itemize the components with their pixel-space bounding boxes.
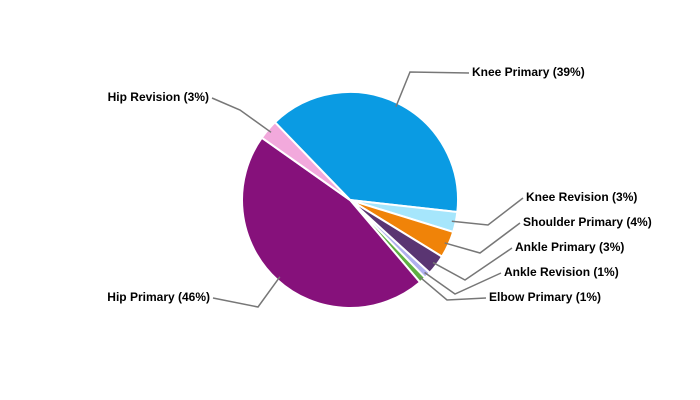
- slice-label: Ankle Primary (3%): [515, 240, 624, 254]
- slice-label: Knee Primary (39%): [472, 65, 585, 79]
- leader-line: [395, 71, 470, 107]
- leader-line: [212, 276, 281, 308]
- slice-label: Elbow Primary (1%): [489, 290, 601, 304]
- leader-line: [419, 276, 487, 301]
- slice-label: Hip Primary (46%): [107, 290, 210, 304]
- slice-label: Knee Revision (3%): [526, 190, 637, 204]
- slice-label: Hip Revision (3%): [108, 90, 209, 104]
- leader-line: [424, 271, 502, 295]
- leader-line: [444, 222, 521, 254]
- leader-line: [451, 197, 524, 226]
- leader-line: [211, 97, 272, 133]
- slice-label: Shoulder Primary (4%): [523, 215, 652, 229]
- slice-label: Ankle Revision (1%): [504, 265, 619, 279]
- leader-line: [432, 247, 513, 281]
